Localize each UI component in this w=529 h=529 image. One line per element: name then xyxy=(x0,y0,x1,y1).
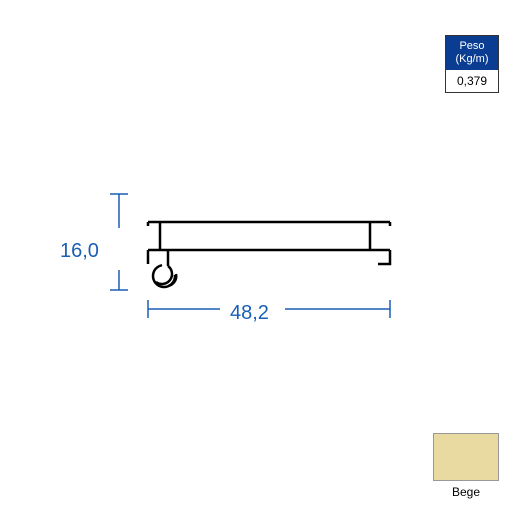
weight-value: 0,379 xyxy=(446,70,498,92)
dimension-height-label: 16,0 xyxy=(60,240,99,263)
weight-header-line1: Peso xyxy=(459,40,484,52)
color-swatch-label: Bege xyxy=(433,485,499,499)
dimension-width-label: 48,2 xyxy=(230,302,269,325)
color-swatch xyxy=(433,433,499,481)
profile-diagram: 16,0 48,2 xyxy=(60,170,400,330)
profile-right-hook xyxy=(378,250,390,264)
profile-hook-ring xyxy=(149,261,180,292)
weight-table: Peso (Kg/m) 0,379 xyxy=(445,35,499,93)
weight-header-line2: (Kg/m) xyxy=(456,53,489,65)
color-swatch-box: Bege xyxy=(433,433,499,499)
weight-header: Peso (Kg/m) xyxy=(446,36,498,70)
